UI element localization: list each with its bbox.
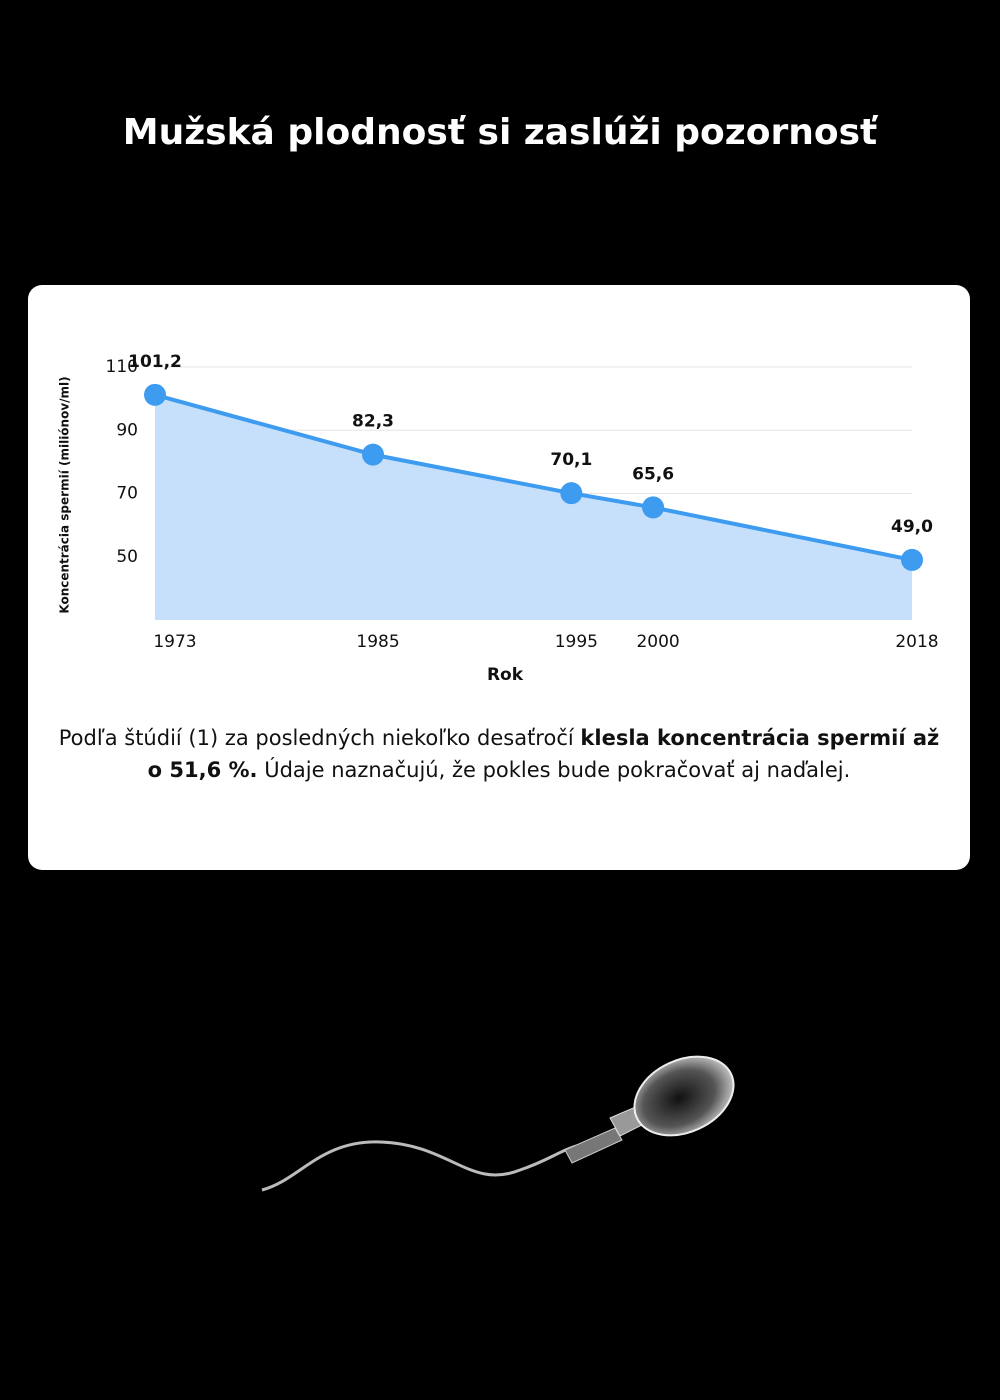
card: 50 70 90 110 101,2 82,3 70,1 65,6 49,0 1973 1985 19… <box>28 285 970 870</box>
x-tick-label: 1973 <box>153 632 196 652</box>
x-tick-label: 1985 <box>356 632 399 652</box>
text: Podľa štúdií (1) za posledných niekoľko … <box>58 726 574 750</box>
point <box>144 383 166 406</box>
y-axis-label: Koncentrácia spermií (miliónov/ml) <box>58 376 72 613</box>
area <box>155 394 912 620</box>
point <box>560 482 583 505</box>
emphasis: klesla koncentrácia spermií až o 51,6 %. <box>147 726 940 782</box>
point <box>901 548 923 571</box>
x-tick-label: 1995 <box>555 632 598 652</box>
y-tick-label: 70 <box>116 484 138 504</box>
point <box>642 496 665 519</box>
value-label: 65,6 <box>632 464 674 484</box>
y-tick-label: 110 <box>106 357 138 377</box>
value-label: 101,2 <box>128 352 182 372</box>
paragraph: Podľa štúdií (1) za posledných niekoľko … <box>58 722 940 786</box>
text: Údaje naznačujú, že pokles bude pokračov… <box>264 758 851 782</box>
value-label: 70,1 <box>550 450 592 470</box>
page-title: Mužská plodnosť si zaslúži pozornosť <box>122 112 878 153</box>
y-tick-label: 90 <box>116 420 138 440</box>
value-label: 49,0 <box>891 517 933 537</box>
y-tick-label: 50 <box>116 547 138 567</box>
x-tick-label: 2000 <box>636 632 679 652</box>
sperm-illustration <box>261 1055 735 1192</box>
value-label: 82,3 <box>352 412 394 432</box>
point <box>362 443 385 466</box>
x-axis-label: Rok <box>487 665 524 685</box>
x-tick-label: 2018 <box>895 632 938 652</box>
